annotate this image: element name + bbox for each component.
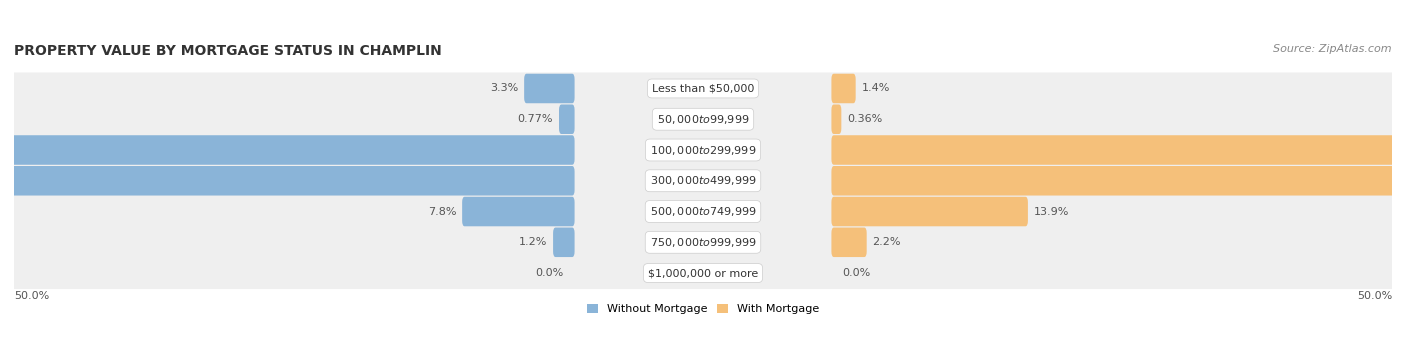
Text: Less than $50,000: Less than $50,000: [652, 84, 754, 94]
Text: 0.77%: 0.77%: [517, 114, 553, 124]
FancyBboxPatch shape: [0, 166, 575, 195]
FancyBboxPatch shape: [831, 197, 1028, 226]
Text: 2.2%: 2.2%: [873, 237, 901, 247]
FancyBboxPatch shape: [831, 74, 856, 103]
Text: 0.0%: 0.0%: [842, 268, 870, 278]
Text: $50,000 to $99,999: $50,000 to $99,999: [657, 113, 749, 126]
FancyBboxPatch shape: [831, 104, 841, 134]
FancyBboxPatch shape: [553, 227, 575, 257]
FancyBboxPatch shape: [14, 257, 1392, 289]
Text: Source: ZipAtlas.com: Source: ZipAtlas.com: [1274, 44, 1392, 54]
FancyBboxPatch shape: [0, 135, 575, 165]
FancyBboxPatch shape: [831, 227, 866, 257]
FancyBboxPatch shape: [14, 103, 1392, 135]
Text: 50.0%: 50.0%: [1357, 291, 1392, 301]
FancyBboxPatch shape: [14, 195, 1392, 227]
Text: 0.0%: 0.0%: [536, 268, 564, 278]
Text: 3.3%: 3.3%: [491, 84, 519, 94]
Text: 7.8%: 7.8%: [427, 206, 457, 217]
FancyBboxPatch shape: [14, 226, 1392, 258]
Text: $300,000 to $499,999: $300,000 to $499,999: [650, 174, 756, 187]
Text: 50.0%: 50.0%: [14, 291, 49, 301]
FancyBboxPatch shape: [831, 166, 1400, 195]
Text: 13.9%: 13.9%: [1033, 206, 1069, 217]
FancyBboxPatch shape: [463, 197, 575, 226]
Text: $100,000 to $299,999: $100,000 to $299,999: [650, 143, 756, 156]
Text: 0.36%: 0.36%: [848, 114, 883, 124]
FancyBboxPatch shape: [831, 135, 1406, 165]
Text: $750,000 to $999,999: $750,000 to $999,999: [650, 236, 756, 249]
FancyBboxPatch shape: [524, 74, 575, 103]
Legend: Without Mortgage, With Mortgage: Without Mortgage, With Mortgage: [588, 304, 818, 314]
Text: $1,000,000 or more: $1,000,000 or more: [648, 268, 758, 278]
Text: $500,000 to $749,999: $500,000 to $749,999: [650, 205, 756, 218]
FancyBboxPatch shape: [14, 165, 1392, 197]
FancyBboxPatch shape: [14, 72, 1392, 104]
FancyBboxPatch shape: [560, 104, 575, 134]
FancyBboxPatch shape: [14, 134, 1392, 166]
Text: PROPERTY VALUE BY MORTGAGE STATUS IN CHAMPLIN: PROPERTY VALUE BY MORTGAGE STATUS IN CHA…: [14, 44, 441, 58]
Text: 1.4%: 1.4%: [862, 84, 890, 94]
Text: 1.2%: 1.2%: [519, 237, 547, 247]
